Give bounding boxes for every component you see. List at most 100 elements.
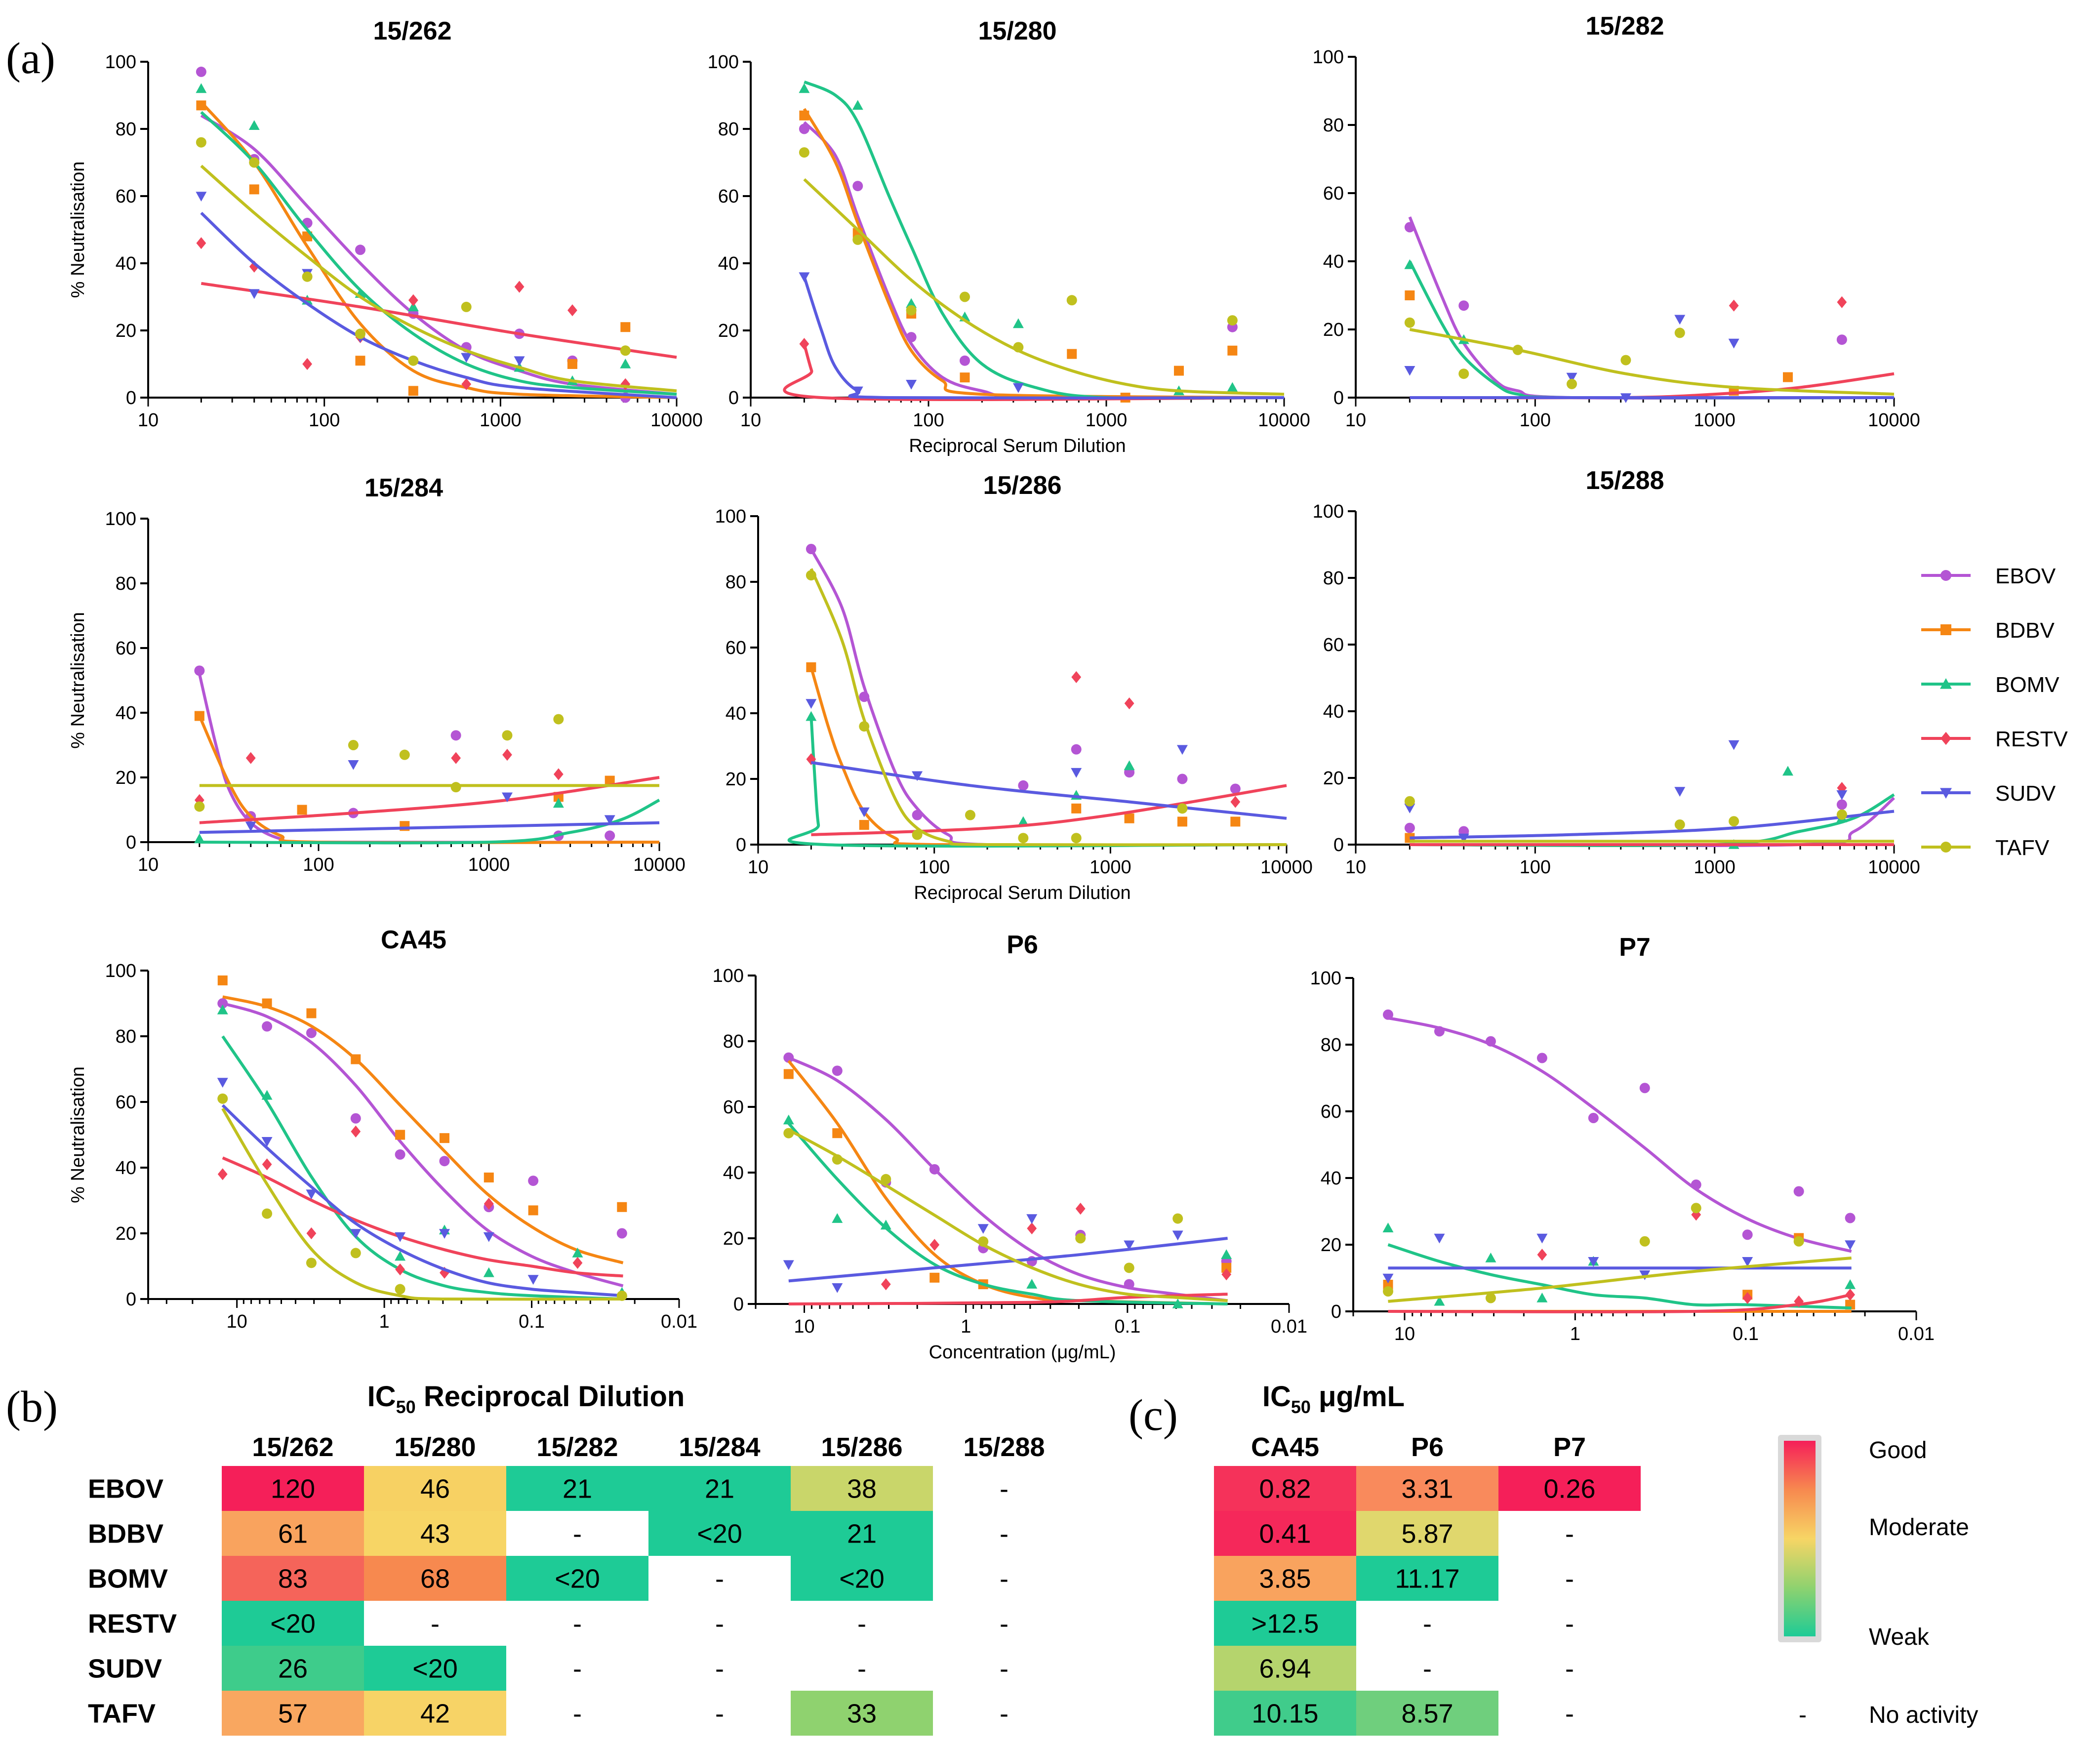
data-point-BOMV	[261, 1090, 273, 1100]
y-tick-label: 100	[105, 52, 136, 73]
data-point-SUDV	[461, 353, 472, 363]
cell-value: 21	[563, 1474, 592, 1504]
data-point-EBOV	[350, 1113, 361, 1124]
data-point-BDBV	[297, 805, 307, 815]
data-point-BOMV	[1026, 1279, 1038, 1289]
fit-curve-EBOV	[788, 1056, 1228, 1302]
data-point-BOMV	[1124, 760, 1135, 771]
data-point-SUDV	[1458, 833, 1469, 844]
data-point-SUDV	[1728, 740, 1739, 750]
fit-curve-BDBV	[222, 995, 624, 1264]
row-label-EBOV: EBOV	[88, 1474, 163, 1504]
heat-cell	[1356, 1511, 1498, 1556]
data-point-BDBV	[1227, 345, 1238, 356]
y-tick-label: 0	[126, 1289, 136, 1310]
cell-value: -	[1565, 1564, 1574, 1594]
data-point-BDBV	[806, 662, 816, 672]
cell-value: -	[1565, 1609, 1574, 1639]
y-tick-label: 100	[713, 966, 744, 986]
data-point-EBOV	[1018, 780, 1029, 791]
cell-value: 68	[420, 1564, 450, 1594]
series-RESTV	[1410, 782, 1894, 846]
heat-cell	[1214, 1556, 1356, 1601]
data-point-BOMV	[1221, 1249, 1232, 1260]
heat-cell	[364, 1511, 506, 1556]
data-point-BOMV	[1434, 1296, 1445, 1306]
series-EBOV	[783, 1052, 1232, 1302]
data-point-BOMV	[1404, 259, 1415, 269]
data-point-RESTV	[196, 237, 206, 249]
data-point-EBOV	[859, 691, 870, 702]
cell-value: 3.31	[1401, 1474, 1453, 1504]
data-point-EBOV	[1404, 822, 1415, 833]
fit-curve-TAFV	[1409, 328, 1895, 396]
x-tick-label: 10000	[1868, 857, 1920, 878]
data-point-TAFV	[1485, 1293, 1496, 1303]
cell-value: -	[1565, 1519, 1574, 1549]
fit-curve-TAFV	[1388, 1257, 1852, 1303]
data-point-BDBV	[351, 1054, 361, 1064]
fit-curve-RESTV	[201, 282, 677, 359]
data-point-SUDV	[806, 699, 817, 709]
y-tick-label: 20	[116, 768, 136, 788]
data-point-SUDV	[1382, 1273, 1394, 1284]
data-point-BDBV	[567, 359, 577, 369]
fit-curve-SUDV	[199, 821, 660, 834]
fit-curve-BOMV	[199, 799, 660, 845]
data-point-SUDV	[439, 1229, 450, 1239]
x-tick-label: 1000	[1694, 410, 1736, 431]
x-tick-label: 100	[309, 410, 340, 431]
y-tick-label: 40	[1323, 251, 1344, 272]
fit-curve-BOMV	[221, 1035, 623, 1301]
series-RESTV	[806, 671, 1287, 836]
data-point-TAFV	[408, 355, 419, 366]
data-point-BOMV	[1227, 382, 1238, 392]
data-point-EBOV	[450, 730, 461, 741]
column-header: CA45	[1251, 1432, 1319, 1462]
x-tick-label: 10	[794, 1316, 814, 1337]
data-point-TAFV	[502, 730, 513, 741]
chart-title: P6	[1007, 931, 1038, 959]
table-title-ic: IC	[1262, 1381, 1291, 1413]
chart-15-286: 15/286 0 20 40 60 80 100 10 100 1000 10000 Reciproc…	[715, 471, 1313, 903]
chart-15-288: 15/288 0 20 40 60 80 100 10 100 1000 10000	[1313, 466, 1920, 878]
x-tick-label: 1	[961, 1316, 971, 1337]
scale-label-weak: Weak	[1869, 1624, 1930, 1650]
data-point-SUDV	[217, 1078, 228, 1088]
data-point-TAFV	[799, 147, 809, 158]
data-point-TAFV	[965, 810, 975, 820]
y-tick-label: 60	[1323, 635, 1344, 655]
chart-title: 15/282	[1585, 12, 1664, 41]
data-point-SUDV	[1404, 803, 1415, 813]
series-EBOV	[1404, 797, 1895, 847]
y-tick-label: 20	[1321, 1235, 1341, 1256]
x-tick-label: 100	[913, 410, 944, 431]
data-point-SUDV	[527, 1275, 539, 1285]
cell-value: -	[715, 1609, 724, 1639]
data-point-EBOV	[196, 66, 206, 77]
data-point-TAFV	[196, 137, 206, 148]
data-point-BDBV	[408, 386, 418, 396]
x-tick-label: 1000	[1090, 857, 1131, 878]
x-tick-label: 10	[1345, 857, 1366, 878]
cell-value: -	[1423, 1609, 1432, 1639]
data-point-RESTV	[262, 1158, 272, 1171]
data-point-RESTV	[1075, 1203, 1086, 1215]
cell-value: -	[1000, 1519, 1009, 1549]
series-RESTV	[1410, 296, 1895, 400]
data-point-EBOV	[1836, 334, 1847, 345]
data-point-RESTV	[881, 1278, 891, 1291]
y-tick-label: 60	[116, 638, 136, 659]
data-point-EBOV	[1124, 1279, 1134, 1290]
fit-curve-RESTV	[788, 1293, 1228, 1305]
data-point-TAFV	[1793, 1236, 1804, 1247]
data-point-BOMV	[799, 83, 810, 93]
data-point-RESTV	[451, 752, 461, 764]
heat-cell	[1214, 1466, 1356, 1511]
data-point-TAFV	[1458, 368, 1469, 379]
data-point-TAFV	[783, 1128, 794, 1138]
y-tick-label: 60	[723, 1097, 744, 1118]
cell-value: 120	[271, 1474, 315, 1504]
cell-value: 42	[420, 1699, 450, 1729]
data-point-TAFV	[906, 305, 917, 316]
